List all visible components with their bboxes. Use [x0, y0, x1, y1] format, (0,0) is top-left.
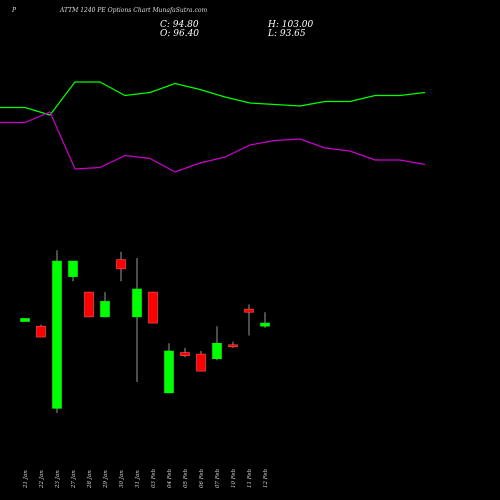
- x-tick-label: 11 Feb: [247, 468, 253, 488]
- candle-body: [52, 260, 62, 409]
- candle: [196, 351, 206, 372]
- x-tick-label: 22 Jan: [39, 470, 45, 489]
- candle-body: [196, 353, 206, 372]
- open-value: O: 96.40: [160, 29, 200, 39]
- candle: [52, 250, 62, 413]
- x-tick-label: 29 Jan: [103, 470, 109, 489]
- candle-body: [68, 260, 78, 277]
- x-axis: 21 Jan 22 Jan 23 Jan 27 Jan 28 Jan 29 Jan 30 J…: [23, 468, 269, 489]
- chart-title: P ATTM 1240 PE Options Chart MunafaSutra.…: [12, 7, 207, 14]
- candle-body: [180, 352, 190, 356]
- candle-body: [228, 344, 238, 348]
- candle: [132, 258, 142, 382]
- x-tick-label: 23 Jan: [55, 470, 61, 489]
- candle: [68, 260, 78, 282]
- x-tick-label: 27 Jan: [71, 470, 77, 489]
- x-tick-label: 31 Jan: [135, 470, 141, 488]
- x-tick-label: 06 Feb: [199, 468, 205, 488]
- candle: [36, 324, 46, 338]
- title-text: ATTM 1240 PE Options Chart MunafaSutra.c…: [60, 7, 208, 14]
- candle-body: [100, 301, 110, 318]
- indicator-lines: [0, 81, 426, 173]
- candlestick-series: [20, 250, 270, 413]
- candle-body: [116, 259, 126, 270]
- x-tick-label: 28 Jan: [87, 470, 93, 489]
- x-tick-label: 07 Feb: [215, 468, 221, 488]
- upper-line: [0, 81, 426, 116]
- candle-body: [244, 308, 254, 313]
- low-value: L: 93.65: [268, 29, 306, 39]
- candle-body: [260, 322, 270, 327]
- x-tick-label: 12 Feb: [263, 468, 269, 488]
- x-tick-label: 10 Feb: [231, 468, 237, 488]
- candle: [148, 291, 158, 324]
- x-tick-label: 21 Jan: [23, 470, 29, 489]
- candle: [260, 312, 270, 328]
- lower-line: [0, 111, 426, 173]
- candle-body: [36, 325, 46, 338]
- candle: [244, 304, 254, 336]
- candle-body: [148, 291, 158, 324]
- candle-body: [212, 342, 222, 360]
- symbol-label: P: [12, 7, 17, 14]
- x-tick-label: 03 Feb: [151, 468, 157, 488]
- candle: [164, 343, 174, 394]
- candle: [84, 291, 94, 318]
- candle: [116, 251, 126, 282]
- candle-body: [132, 288, 142, 318]
- candle: [20, 318, 30, 322]
- x-tick-label: 04 Feb: [167, 468, 173, 488]
- candle: [100, 292, 110, 318]
- candle: [180, 347, 190, 358]
- x-tick-label: 30 Jan: [119, 470, 125, 488]
- x-tick-label: 05 Feb: [183, 468, 189, 488]
- candle-body: [164, 350, 174, 394]
- high-value: H: 103.00: [268, 20, 314, 30]
- candle-body: [84, 291, 94, 318]
- candle: [212, 326, 222, 361]
- close-value: C: 94.80: [160, 20, 199, 30]
- candle-body: [20, 318, 30, 322]
- candle: [228, 341, 238, 348]
